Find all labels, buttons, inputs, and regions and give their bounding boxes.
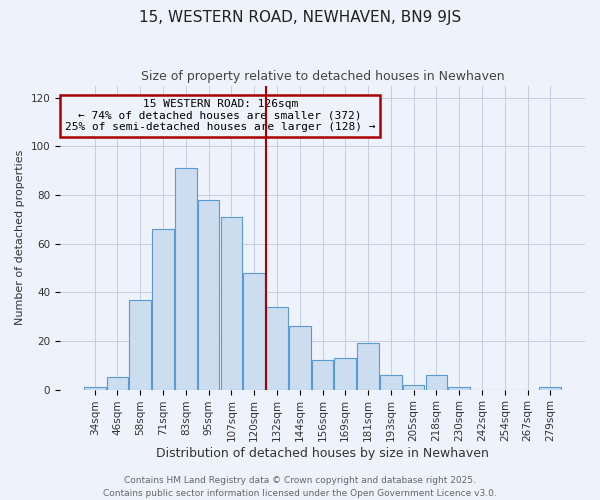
Title: Size of property relative to detached houses in Newhaven: Size of property relative to detached ho… bbox=[141, 70, 505, 83]
Bar bbox=[357, 344, 379, 390]
Bar bbox=[221, 217, 242, 390]
Text: Contains HM Land Registry data © Crown copyright and database right 2025.
Contai: Contains HM Land Registry data © Crown c… bbox=[103, 476, 497, 498]
Bar bbox=[266, 307, 288, 390]
Bar bbox=[107, 378, 128, 390]
Text: 15 WESTERN ROAD: 126sqm
← 74% of detached houses are smaller (372)
25% of semi-d: 15 WESTERN ROAD: 126sqm ← 74% of detache… bbox=[65, 99, 376, 132]
Bar bbox=[334, 358, 356, 390]
Bar bbox=[448, 387, 470, 390]
Bar bbox=[84, 387, 106, 390]
Bar bbox=[198, 200, 220, 390]
Bar bbox=[130, 300, 151, 390]
Bar bbox=[403, 384, 424, 390]
Bar bbox=[425, 375, 447, 390]
Bar bbox=[244, 273, 265, 390]
Bar bbox=[380, 375, 401, 390]
Bar bbox=[152, 229, 174, 390]
Bar bbox=[289, 326, 311, 390]
Y-axis label: Number of detached properties: Number of detached properties bbox=[15, 150, 25, 326]
Text: 15, WESTERN ROAD, NEWHAVEN, BN9 9JS: 15, WESTERN ROAD, NEWHAVEN, BN9 9JS bbox=[139, 10, 461, 25]
Bar bbox=[311, 360, 334, 390]
Bar bbox=[539, 387, 561, 390]
X-axis label: Distribution of detached houses by size in Newhaven: Distribution of detached houses by size … bbox=[156, 447, 489, 460]
Bar bbox=[175, 168, 197, 390]
